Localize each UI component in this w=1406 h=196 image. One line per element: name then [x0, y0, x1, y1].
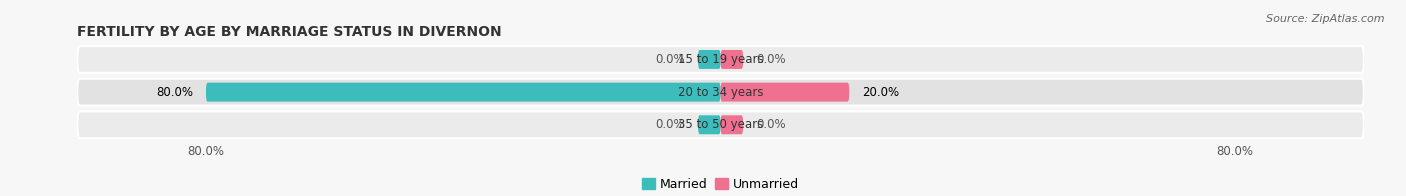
- Text: 0.0%: 0.0%: [756, 53, 786, 66]
- Text: 20 to 34 years: 20 to 34 years: [678, 86, 763, 99]
- FancyBboxPatch shape: [721, 83, 849, 102]
- FancyBboxPatch shape: [77, 46, 1364, 73]
- Text: 20.0%: 20.0%: [862, 86, 900, 99]
- FancyBboxPatch shape: [77, 79, 1364, 105]
- FancyBboxPatch shape: [697, 50, 721, 69]
- Text: Source: ZipAtlas.com: Source: ZipAtlas.com: [1267, 14, 1385, 24]
- Text: 0.0%: 0.0%: [655, 53, 685, 66]
- Text: 15 to 19 years: 15 to 19 years: [678, 53, 763, 66]
- Text: 80.0%: 80.0%: [156, 86, 193, 99]
- FancyBboxPatch shape: [721, 50, 744, 69]
- Legend: Married, Unmarried: Married, Unmarried: [637, 173, 804, 196]
- Text: 0.0%: 0.0%: [655, 118, 685, 131]
- Text: 0.0%: 0.0%: [756, 118, 786, 131]
- Text: FERTILITY BY AGE BY MARRIAGE STATUS IN DIVERNON: FERTILITY BY AGE BY MARRIAGE STATUS IN D…: [77, 25, 502, 39]
- FancyBboxPatch shape: [207, 83, 721, 102]
- Text: 35 to 50 years: 35 to 50 years: [678, 118, 763, 131]
- FancyBboxPatch shape: [721, 115, 744, 134]
- FancyBboxPatch shape: [697, 115, 721, 134]
- FancyBboxPatch shape: [77, 111, 1364, 138]
